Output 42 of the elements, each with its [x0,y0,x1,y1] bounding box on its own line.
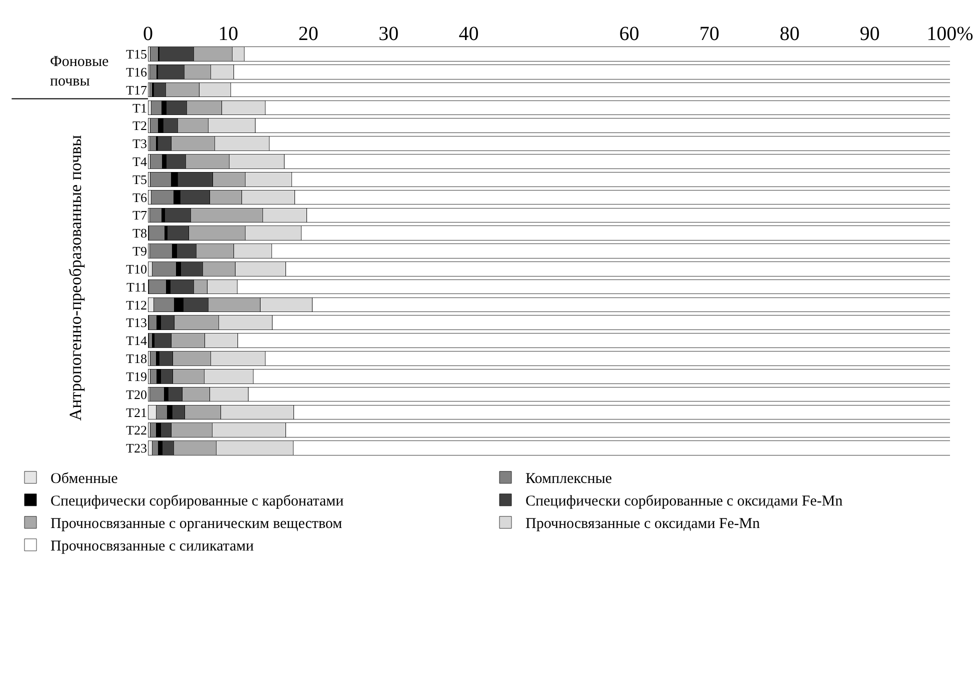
y-tick-label: T10 [126,261,147,276]
y-tick-label: T16 [126,64,148,80]
x-tick-label: 80 [780,23,800,45]
x-tick-label: 40 [458,23,479,45]
y-tick-label: T3 [132,136,147,152]
y-tick-label: T7 [132,208,148,223]
text: Антропогенно-преобразованные почвы [66,134,85,421]
y-tick-label: T11 [126,279,147,294]
x-tick-label: 100% [926,23,974,45]
legend-label: Прочносвязанные с оксидами Fe-Mn [525,516,760,532]
x-tick-label: 20 [298,23,318,45]
y-tick-label: T5 [132,172,147,187]
x-tick-label: 90 [860,23,880,45]
y-tick-label: T14 [126,333,148,348]
y-tick-label: T1 [132,100,147,116]
y-tick-label: T8 [132,226,147,241]
legend-label: Прочносвязанные с органическим веществом [50,516,343,532]
legend-label: Комплексные [525,471,612,488]
y-tick-label: T15 [126,46,147,62]
legend-label: Обменные [50,471,118,488]
legend-label: Специфически сорбированные с карбонатами [50,494,344,510]
legend-label: Специфически сорбированные с оксидами Fe-Mn [525,494,844,510]
y-tick-label: T17 [126,82,148,98]
y-tick-label: T20 [126,386,147,402]
y-tick-label: T9 [132,244,147,259]
y-tick-label: T23 [126,440,147,456]
y-tick-label: T19 [126,368,147,384]
x-tick-label: 70 [699,23,720,45]
text: Фоновые почвы [50,54,110,90]
y-tick-label: T12 [126,297,147,312]
y-tick-label: T22 [126,422,147,438]
x-tick-label: 30 [378,23,399,45]
y-tick-label: T13 [126,315,147,330]
y-tick-label: T18 [126,351,147,366]
y-tick-label: T21 [126,404,147,420]
x-tick-label: 0 [143,23,153,45]
x-tick-label: 60 [619,23,640,45]
x-tick-label: 10 [218,23,238,45]
y-tick-label: T2 [132,118,147,134]
y-tick-label: T4 [132,154,148,169]
y-tick-label: T6 [132,190,148,205]
legend-label: Прочносвязанные с силикатами [50,538,254,555]
